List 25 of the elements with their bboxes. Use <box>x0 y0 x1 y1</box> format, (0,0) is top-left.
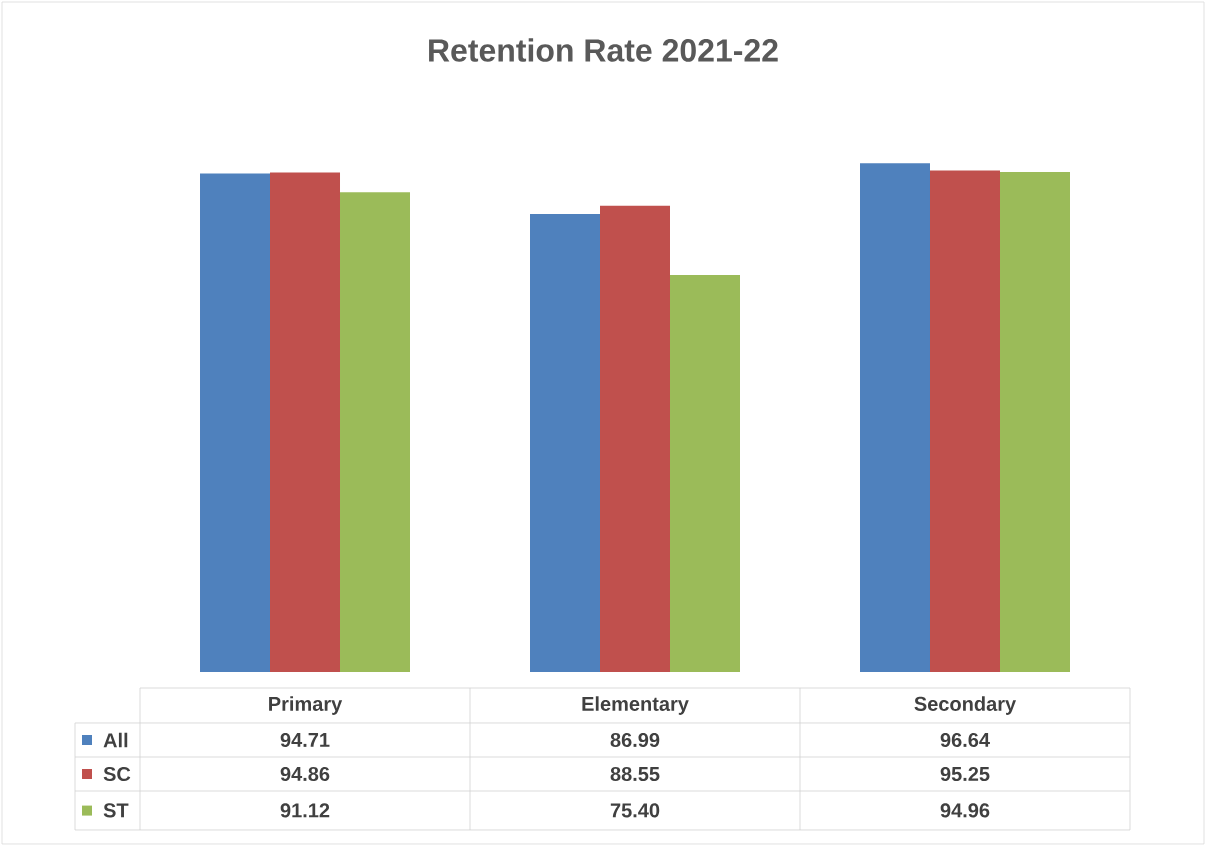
data-label: 94.71 <box>280 732 330 748</box>
legend-label: All <box>103 732 128 748</box>
x-tick-label: Secondary <box>914 696 1017 715</box>
bar <box>530 214 600 672</box>
bar <box>340 192 410 672</box>
legend-label: ST <box>103 803 129 818</box>
data-label: 91.12 <box>280 803 330 818</box>
bar <box>930 170 1000 672</box>
bar <box>600 205 670 672</box>
data-label: 95.25 <box>940 766 990 782</box>
x-tick-label: Elementary <box>582 696 689 715</box>
data-label: 96.64 <box>940 732 990 748</box>
bar <box>670 275 740 672</box>
data-label: 75.40 <box>610 803 660 818</box>
data-label: 88.55 <box>610 766 660 782</box>
chart-title: Retention Rate 2021-22 <box>429 38 778 62</box>
x-tick-label: Primary <box>269 696 343 715</box>
bar <box>200 173 270 672</box>
data-label: 94.86 <box>280 766 330 782</box>
legend-label: SC <box>103 766 131 782</box>
bar <box>270 172 341 672</box>
bar <box>1000 172 1070 672</box>
data-label: 94.96 <box>940 803 990 818</box>
bar <box>860 163 930 672</box>
data-label: 86.99 <box>610 732 660 748</box>
